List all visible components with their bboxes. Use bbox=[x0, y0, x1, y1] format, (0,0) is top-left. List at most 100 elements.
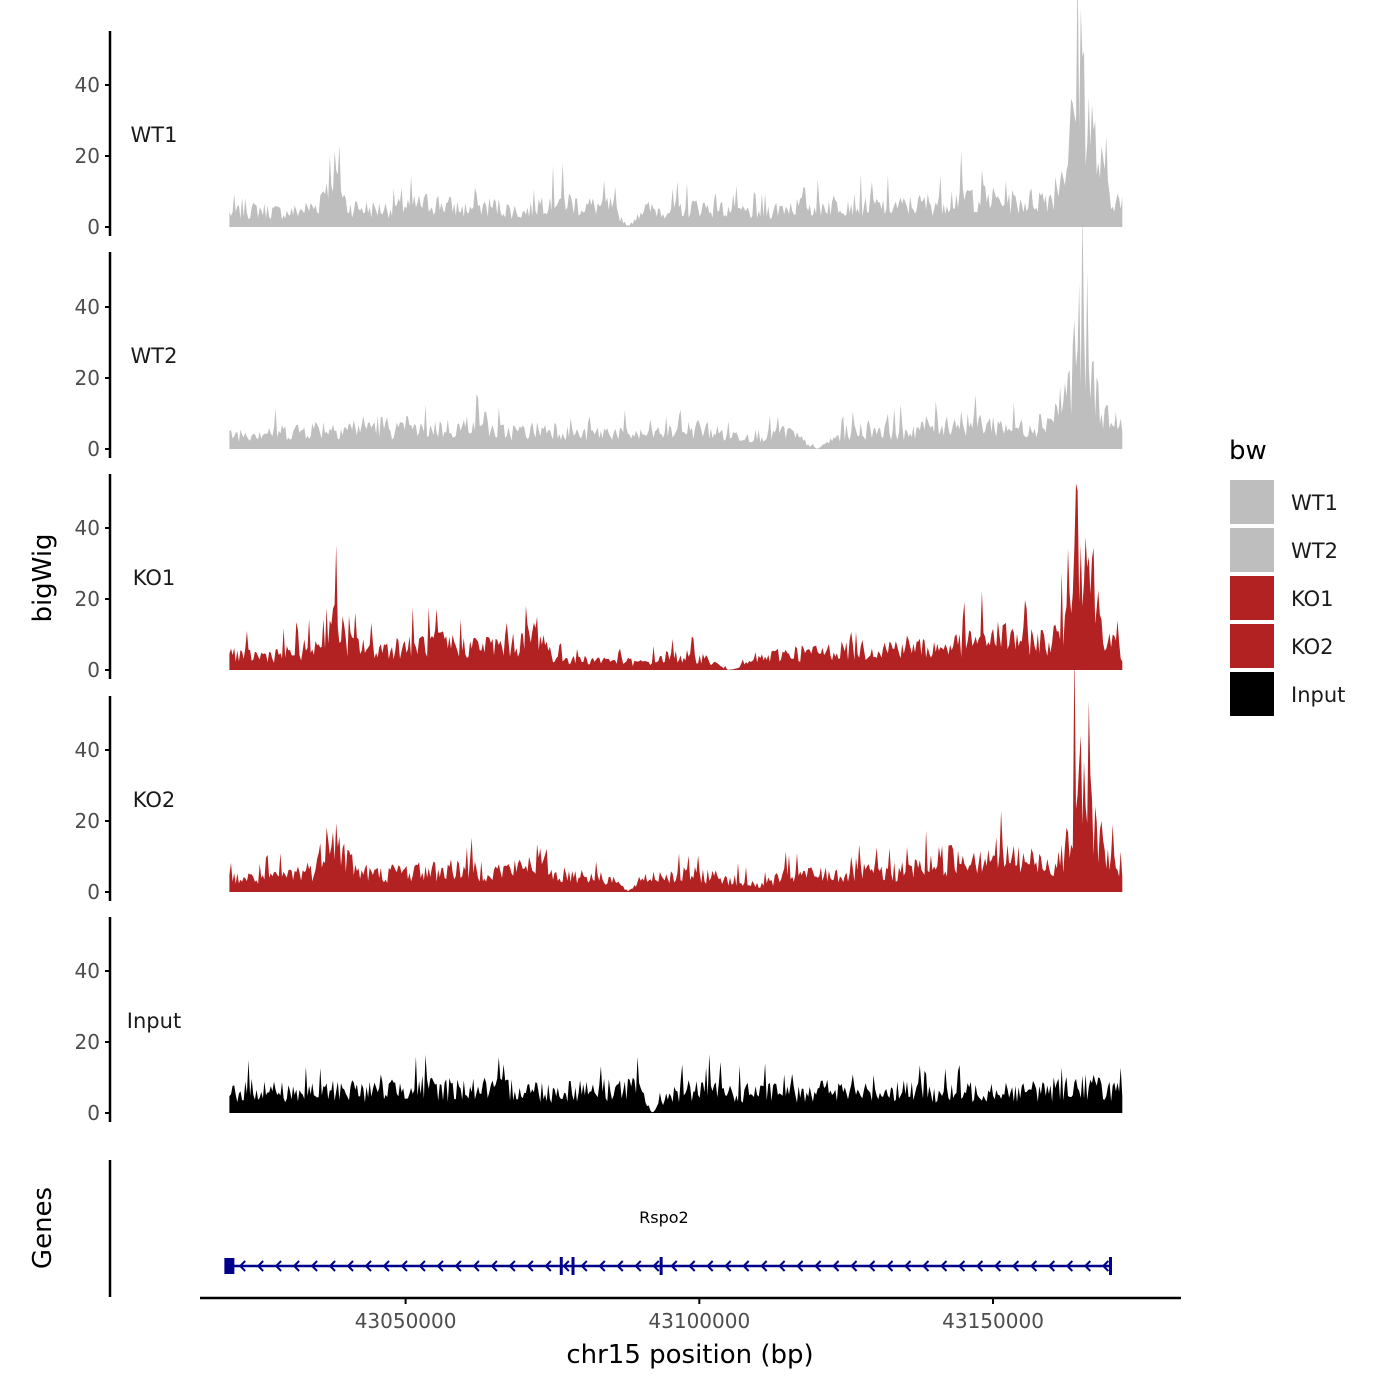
legend-swatch-wt2 bbox=[1230, 528, 1274, 572]
strand-arrow bbox=[634, 1260, 642, 1272]
coverage-area-wt1 bbox=[229, 0, 1123, 227]
track-label-wt1: WT1 bbox=[131, 123, 178, 147]
signal-tracks: 0 20 40 WT1 0 20 40 WT2 0 20 40 KO1 0 20 40 KO2 0 20 40 Inp… bbox=[75, 0, 1123, 1125]
strand-arrow bbox=[724, 1260, 732, 1272]
strand-arrow bbox=[868, 1260, 876, 1272]
strand-arrow bbox=[1047, 1260, 1056, 1272]
exon bbox=[571, 1257, 575, 1275]
strand-arrow bbox=[328, 1260, 336, 1272]
legend: bw WT1 WT2 KO1 KO2 Input bbox=[1229, 436, 1345, 716]
legend-title: bw bbox=[1229, 436, 1267, 466]
strand-arrow bbox=[652, 1260, 660, 1272]
strand-arrow bbox=[274, 1260, 282, 1272]
y-tick-label: 0 bbox=[87, 1101, 100, 1125]
legend-swatch-ko2 bbox=[1230, 624, 1274, 668]
exon bbox=[1109, 1257, 1113, 1275]
strand-arrow bbox=[526, 1260, 534, 1272]
track-ko2: 0 20 40 KO2 bbox=[75, 646, 1123, 904]
legend-swatch-input bbox=[1230, 672, 1274, 716]
strand-arrow bbox=[778, 1260, 786, 1272]
x-tick-label: 43150000 bbox=[942, 1309, 1044, 1333]
strand-arrow bbox=[598, 1260, 606, 1272]
y-tick-label: 40 bbox=[75, 738, 100, 762]
track-label-wt2: WT2 bbox=[131, 344, 178, 368]
strand-arrow bbox=[508, 1260, 516, 1272]
legend-label-input: Input bbox=[1291, 683, 1345, 707]
strand-arrow bbox=[958, 1260, 966, 1272]
strand-arrow bbox=[706, 1260, 714, 1272]
track-label-input: Input bbox=[127, 1009, 181, 1033]
y-tick-label: 40 bbox=[75, 73, 100, 97]
y-tick-label: 0 bbox=[87, 658, 100, 682]
y-tick-label: 40 bbox=[75, 295, 100, 319]
coverage-area-wt2 bbox=[229, 209, 1123, 449]
y-tick-label: 20 bbox=[75, 1030, 100, 1054]
strand-arrow bbox=[580, 1260, 588, 1272]
y-tick-label: 0 bbox=[87, 437, 100, 461]
strand-arrow bbox=[382, 1260, 390, 1272]
legend-label-wt2: WT2 bbox=[1291, 539, 1338, 563]
y-tick-label: 40 bbox=[75, 959, 100, 983]
exon bbox=[659, 1257, 663, 1275]
strand-arrow bbox=[400, 1260, 408, 1272]
x-tick-label: 43100000 bbox=[648, 1309, 750, 1333]
legend-label-wt1: WT1 bbox=[1291, 491, 1338, 515]
track-input: 0 20 40 Input bbox=[75, 917, 1123, 1125]
strand-arrow bbox=[814, 1260, 822, 1272]
strand-arrow bbox=[832, 1260, 840, 1272]
strand-arrow bbox=[490, 1260, 498, 1272]
strand-arrow bbox=[670, 1260, 678, 1272]
coverage-area-ko2 bbox=[229, 646, 1123, 892]
strand-arrow bbox=[742, 1260, 750, 1272]
gene-name-label: Rspo2 bbox=[639, 1208, 689, 1227]
x-tick-label: 43050000 bbox=[355, 1309, 457, 1333]
strand-arrow bbox=[364, 1260, 372, 1272]
legend-swatch-ko1 bbox=[1230, 576, 1274, 620]
exon bbox=[559, 1257, 563, 1275]
y-tick-label: 20 bbox=[75, 144, 100, 168]
y-tick-label: 20 bbox=[75, 809, 100, 833]
gene-rspo2: Rspo2 bbox=[224, 1208, 1113, 1275]
track-wt1: 0 20 40 WT1 bbox=[75, 0, 1123, 239]
x-axis-title: chr15 position (bp) bbox=[566, 1340, 813, 1370]
exon bbox=[224, 1258, 235, 1274]
y-tick-label: 0 bbox=[87, 215, 100, 239]
strand-arrow bbox=[850, 1260, 858, 1272]
strand-arrow bbox=[904, 1260, 912, 1272]
x-axis: 43050000 43100000 43150000 bbox=[200, 1296, 1181, 1333]
y-tick-label: 0 bbox=[87, 880, 100, 904]
strand-arrow bbox=[886, 1260, 894, 1272]
strand-arrow bbox=[1101, 1260, 1110, 1272]
genes-axis-title: Genes bbox=[28, 1187, 58, 1269]
strand-arrow bbox=[310, 1260, 318, 1272]
strand-arrow bbox=[760, 1260, 768, 1272]
strand-arrow bbox=[796, 1260, 804, 1272]
strand-arrow bbox=[1029, 1260, 1038, 1272]
coverage-area-input bbox=[229, 1054, 1123, 1113]
strand-arrow bbox=[922, 1260, 930, 1272]
strand-arrow bbox=[472, 1260, 480, 1272]
track-label-ko2: KO2 bbox=[133, 788, 176, 812]
track-wt2: 0 20 40 WT2 bbox=[75, 209, 1123, 461]
y-axis-title: bigWig bbox=[28, 533, 58, 622]
strand-arrow bbox=[562, 1260, 570, 1272]
strand-arrow bbox=[976, 1260, 984, 1272]
strand-arrow bbox=[994, 1260, 1002, 1272]
strand-arrow bbox=[292, 1260, 300, 1272]
strand-arrow bbox=[346, 1260, 354, 1272]
y-tick-label: 40 bbox=[75, 516, 100, 540]
strand-arrow bbox=[940, 1260, 948, 1272]
strand-arrow bbox=[1011, 1260, 1020, 1272]
strand-arrow bbox=[1083, 1260, 1092, 1272]
legend-label-ko2: KO2 bbox=[1291, 635, 1334, 659]
strand-arrow bbox=[256, 1260, 264, 1272]
gene-track: Rspo2 bbox=[108, 1160, 1113, 1297]
strand-arrow bbox=[1065, 1260, 1074, 1272]
strand-arrow bbox=[454, 1260, 462, 1272]
strand-arrow bbox=[616, 1260, 624, 1272]
track-ko1: 0 20 40 KO1 bbox=[75, 474, 1123, 682]
strand-arrow bbox=[544, 1260, 552, 1272]
strand-arrow bbox=[238, 1260, 246, 1272]
strand-arrow bbox=[436, 1260, 444, 1272]
